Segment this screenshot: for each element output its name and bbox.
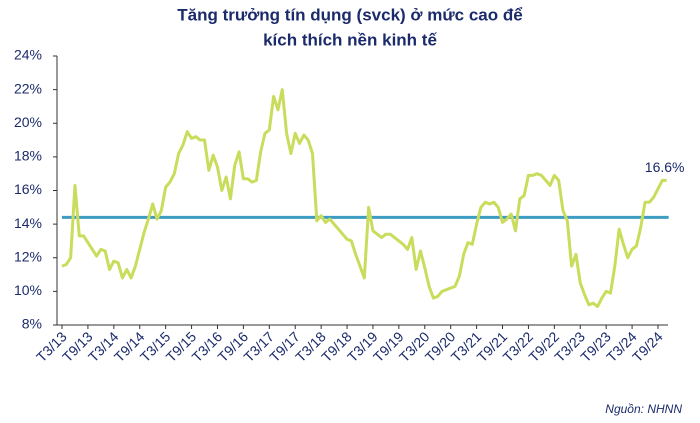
end-label: 16.6% <box>645 159 685 175</box>
line-series <box>61 88 667 309</box>
x-tick-label: T9/24 <box>629 328 666 365</box>
y-tick-label: 14% <box>14 215 42 231</box>
y-tick-label: 20% <box>14 114 42 130</box>
chart-title: Tăng trưởng tín dụng (svck) ở mức cao để <box>177 5 523 24</box>
y-tick-label: 12% <box>14 248 42 264</box>
y-tick-label: 8% <box>22 316 42 332</box>
y-tick-label: 22% <box>14 80 42 96</box>
chart-title: kích thích nền kinh tế <box>263 30 437 49</box>
y-tick-label: 16% <box>14 181 42 197</box>
source: Nguồn: NHNN <box>605 402 682 416</box>
y-tick-label: 24% <box>14 47 42 63</box>
y-tick-label: 10% <box>14 282 42 298</box>
y-tick-label: 18% <box>14 148 42 164</box>
